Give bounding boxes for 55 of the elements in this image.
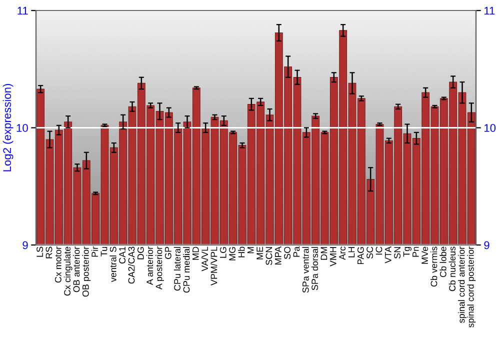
x-tick-label: OB posterior: [82, 246, 91, 297]
x-tick-label: A posterior: [156, 246, 164, 290]
x-tick-label: CA1: [119, 246, 126, 264]
x-tick-label: Arc: [339, 246, 346, 260]
x-tick-label: LH: [348, 247, 355, 258]
y2-tick-label: 10: [484, 124, 496, 132]
x-tick-label: M: [248, 247, 254, 254]
x-tick-label: spinal cord anterior: [458, 246, 466, 323]
x-tick-label: Pa: [293, 246, 300, 257]
x-tick-label: Pn: [412, 246, 419, 257]
x-tick-label: Cx cingulate: [64, 246, 72, 296]
x-tick-label: CPu medial: [183, 246, 190, 293]
x-tick-label: SO: [284, 246, 291, 260]
x-tick-label: DM: [320, 247, 328, 260]
x-tick-label: IC: [376, 246, 382, 255]
x-tick-label: SCN: [266, 247, 272, 266]
y-axis-title: Log2 (expression): [2, 84, 14, 172]
x-tick-label: VMH: [330, 247, 336, 266]
x-tick-label: SN: [394, 247, 401, 259]
x-tick-label: ventral S: [110, 246, 116, 282]
x-tick-label: GP: [164, 246, 172, 259]
x-tick-label: spinal cord posterior: [467, 246, 476, 328]
x-tick-label: Cb vermis: [430, 246, 438, 287]
x-tick-label: VTA: [385, 246, 392, 264]
x-tick-label: ME: [256, 246, 263, 260]
x-tick-label: Cx motor: [54, 246, 62, 283]
y-tick-label: 11: [18, 6, 28, 15]
x-tick-label: MD: [192, 246, 199, 260]
x-tick-label: MG: [229, 247, 236, 260]
x-tick-label: SPa dorsal: [311, 246, 318, 290]
x-tick-label: Hb: [238, 246, 245, 258]
x-tick-label: LG: [220, 247, 226, 258]
x-tick-label: VPM/VPL: [210, 246, 218, 286]
x-tick-label: Cb lobe: [440, 246, 446, 278]
y-tick-label: 10: [16, 124, 28, 132]
y-tick-label: 9: [22, 241, 28, 250]
x-tick-label: RS: [46, 246, 52, 258]
x-tick-label: CPu lateral: [174, 246, 181, 291]
y2-tick-label: 11: [484, 6, 495, 15]
x-tick-label: VA/VL: [201, 246, 208, 272]
x-tick-label: SPa ventral: [302, 246, 309, 293]
x-tick-label: SC: [366, 246, 374, 259]
x-tick-label: OB anterior: [73, 246, 80, 292]
x-tick-label: Tg: [403, 246, 412, 257]
x-tick-label: A anterior: [146, 246, 154, 286]
x-tick-label: Tu: [100, 246, 108, 256]
x-tick-label: DG: [137, 247, 144, 260]
x-tick-label: CA2/CA3: [128, 246, 135, 284]
x-tick-label: PAG: [357, 247, 364, 264]
x-tick-label: MPA: [275, 246, 282, 265]
x-tick-label: Pir: [91, 246, 98, 257]
x-tick-label: LS: [36, 246, 44, 257]
y2-tick-label: 9: [484, 241, 490, 250]
x-tick-label: Cb nucleus: [448, 246, 456, 292]
x-tick-label: MVe: [422, 246, 428, 264]
